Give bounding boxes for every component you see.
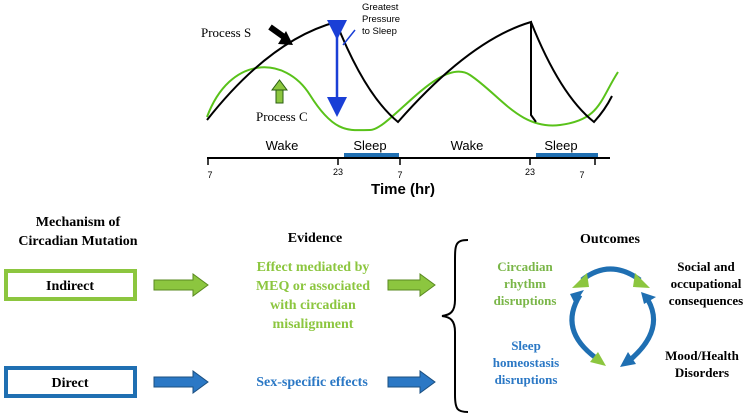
mechanism-heading-line2: Circadian Mutation bbox=[18, 234, 137, 249]
process-c-curve bbox=[206, 66, 619, 132]
process-s-pointer-arrow bbox=[268, 24, 293, 45]
process-s-curve-second-decay bbox=[530, 21, 613, 124]
pressure-label-line3: to Sleep bbox=[362, 26, 397, 37]
outcomes-column: Outcomes Circadian rhythm disruptions Sl… bbox=[493, 232, 743, 387]
mechanism-heading-line1: Mechanism of bbox=[36, 215, 121, 230]
evidence-indirect-line2: MEQ or associated bbox=[256, 279, 370, 294]
tick-label-3: 7 bbox=[397, 170, 402, 180]
pressure-label-line1: Greatest bbox=[362, 2, 399, 13]
tick-label-1: 7 bbox=[207, 170, 212, 180]
pressure-label-line2: Pressure bbox=[362, 14, 400, 25]
circadian-line1: Circadian bbox=[497, 259, 553, 274]
mechanism-column: Mechanism of Circadian Mutation Indirect… bbox=[4, 215, 138, 398]
indirect-to-evidence-arrow bbox=[153, 273, 209, 297]
direct-evidence-to-outcomes-arrow bbox=[387, 370, 436, 394]
evidence-column: Evidence Effect mediated by MEQ or assoc… bbox=[256, 231, 370, 390]
cycle-arrow-top bbox=[580, 266, 642, 283]
evidence-heading: Evidence bbox=[288, 231, 342, 246]
mood-line1: Mood/Health bbox=[665, 348, 739, 363]
direct-to-evidence-arrow bbox=[153, 370, 209, 394]
outcomes-cycle-arrows bbox=[569, 266, 657, 367]
pressure-label-pointer bbox=[342, 29, 356, 46]
outcomes-heading: Outcomes bbox=[580, 232, 640, 247]
evidence-direct-text: Sex-specific effects bbox=[256, 375, 368, 390]
sleep-label-1: Sleep bbox=[353, 138, 386, 153]
indirect-evidence-to-outcomes-arrow bbox=[387, 273, 436, 297]
process-c-pointer-arrow bbox=[271, 79, 288, 104]
process-c-label: Process C bbox=[256, 109, 308, 124]
wake-label-2: Wake bbox=[451, 138, 484, 153]
tick-label-4: 23 bbox=[525, 167, 535, 177]
process-s-curve bbox=[206, 20, 537, 124]
evidence-indirect-line4: misalignment bbox=[273, 317, 354, 332]
direct-box bbox=[4, 366, 137, 398]
axis-title: Time (hr) bbox=[371, 181, 435, 198]
cycle-arrow-right bbox=[628, 298, 657, 362]
two-process-model: Process S Process C Greatest Pressure to… bbox=[201, 2, 619, 198]
indirect-label: Indirect bbox=[46, 279, 94, 294]
cycle-arrow-left bbox=[569, 293, 598, 361]
tick-label-2: 23 bbox=[333, 167, 343, 177]
mood-line2: Disorders bbox=[675, 365, 729, 380]
tick-label-5: 7 bbox=[579, 170, 584, 180]
circadian-line3: disruptions bbox=[494, 293, 557, 308]
direct-label: Direct bbox=[51, 376, 88, 391]
sleep-homeostasis-line3: disruptions bbox=[495, 372, 558, 387]
social-line2: occupational bbox=[671, 276, 742, 291]
evidence-indirect-line1: Effect mediated by bbox=[257, 260, 370, 275]
sleep-homeostasis-line1: Sleep bbox=[511, 338, 541, 353]
process-s-label: Process S bbox=[201, 25, 251, 40]
sleep-bar-1 bbox=[344, 153, 399, 159]
indirect-box bbox=[4, 269, 137, 301]
social-line1: Social and bbox=[677, 259, 735, 274]
sleep-bar-2 bbox=[536, 153, 598, 159]
sleep-homeostasis-line2: homeostasis bbox=[493, 355, 559, 370]
evidence-indirect-line3: with circadian bbox=[270, 298, 356, 313]
wake-label-1: Wake bbox=[266, 138, 299, 153]
social-line3: consequences bbox=[669, 293, 743, 308]
sleep-label-2: Sleep bbox=[544, 138, 577, 153]
outcomes-brace bbox=[441, 239, 469, 413]
circadian-line2: rhythm bbox=[504, 276, 546, 291]
